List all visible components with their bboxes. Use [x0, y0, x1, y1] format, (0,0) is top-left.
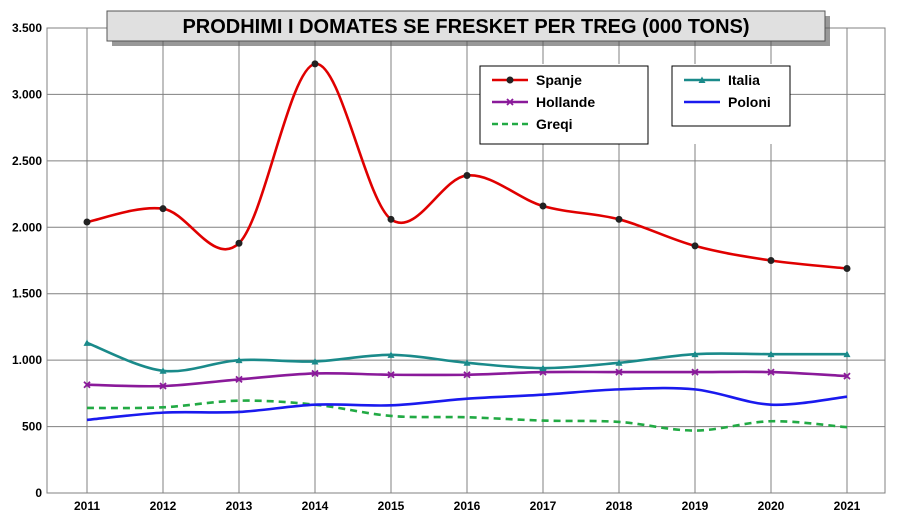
data-point	[387, 351, 395, 358]
series-hollande	[83, 368, 851, 390]
chart-title: PRODHIMI I DOMATES SE FRESKET PER TREG (…	[182, 16, 749, 38]
legend-marker	[698, 76, 706, 83]
y-tick-labels: 0 500 1.000 1.500 2.000 2.500 3.000 3.500	[12, 21, 42, 500]
data-point	[615, 359, 623, 366]
data-point	[83, 339, 91, 346]
x-tick-label: 2012	[150, 499, 177, 513]
legend-entry-greqi: Greqi	[492, 116, 573, 132]
data-point	[767, 368, 775, 376]
data-point	[387, 371, 395, 379]
x-tick-label: 2016	[454, 499, 481, 513]
data-point	[615, 215, 623, 223]
data-point	[235, 239, 243, 247]
series-spanje	[83, 60, 851, 272]
series-poloni	[86, 386, 848, 422]
data-point	[159, 367, 167, 374]
y-tick-label: 2.500	[12, 154, 42, 168]
legend-entry-italia: Italia	[684, 72, 760, 88]
data-point	[691, 242, 699, 250]
x-tick-label: 2020	[758, 499, 785, 513]
x-tick-label: 2014	[302, 499, 329, 513]
data-point	[311, 60, 319, 68]
y-tick-label: 3.500	[12, 21, 42, 35]
data-point	[311, 369, 319, 378]
data-point	[843, 372, 851, 380]
data-point	[83, 381, 91, 389]
data-point	[311, 357, 319, 365]
legend-label: Spanje	[536, 72, 582, 88]
data-point	[539, 364, 547, 372]
series-italia	[83, 339, 851, 374]
x-tick-label: 2018	[606, 499, 633, 513]
data-point	[767, 350, 775, 358]
data-point	[691, 350, 699, 358]
chart-title-box: PRODHIMI I DOMATES SE FRESKET PER TREG (…	[106, 10, 830, 46]
legend: Spanje Italia Hollande Poloni Greqi	[479, 64, 791, 145]
legend-label: Italia	[728, 72, 760, 88]
x-tick-label: 2021	[834, 499, 861, 513]
x-tick-labels: 2011 2012 2013 2014 2015 2016 2017 2018 2019 2020…	[74, 499, 861, 513]
data-point	[387, 215, 395, 223]
x-tick-label: 2011	[74, 499, 100, 513]
data-point	[159, 205, 167, 213]
legend-label: Poloni	[728, 94, 771, 110]
legend-entry-spanje: Spanje	[492, 72, 582, 88]
legend-entry-hollande: Hollande	[492, 94, 595, 110]
legend-marker	[506, 98, 514, 106]
data-point	[83, 218, 91, 226]
series-line	[86, 386, 848, 422]
data-point	[235, 356, 243, 364]
data-point	[691, 368, 699, 376]
data-point	[615, 368, 623, 376]
data-point	[159, 382, 167, 390]
data-point	[843, 350, 851, 358]
x-tick-label: 2017	[530, 499, 557, 513]
y-tick-label: 0	[35, 486, 42, 500]
data-point	[235, 375, 243, 384]
y-tick-label: 500	[22, 420, 42, 434]
y-tick-label: 1.500	[12, 287, 42, 301]
data-point	[463, 171, 471, 179]
y-tick-label: 2.000	[12, 220, 42, 234]
legend-entry-poloni: Poloni	[684, 94, 771, 110]
data-point	[843, 264, 851, 272]
data-point	[463, 359, 471, 366]
data-point	[463, 371, 471, 379]
x-tick-label: 2019	[682, 499, 709, 513]
y-tick-label: 3.000	[12, 87, 42, 101]
data-point	[767, 257, 775, 264]
legend-label: Greqi	[536, 116, 573, 132]
x-tick-label: 2013	[226, 499, 253, 513]
data-point	[539, 202, 547, 210]
x-tick-label: 2015	[378, 499, 405, 513]
y-tick-label: 1.000	[12, 353, 42, 367]
legend-marker	[506, 76, 514, 84]
series-lines	[83, 60, 851, 432]
legend-label: Hollande	[536, 94, 595, 110]
